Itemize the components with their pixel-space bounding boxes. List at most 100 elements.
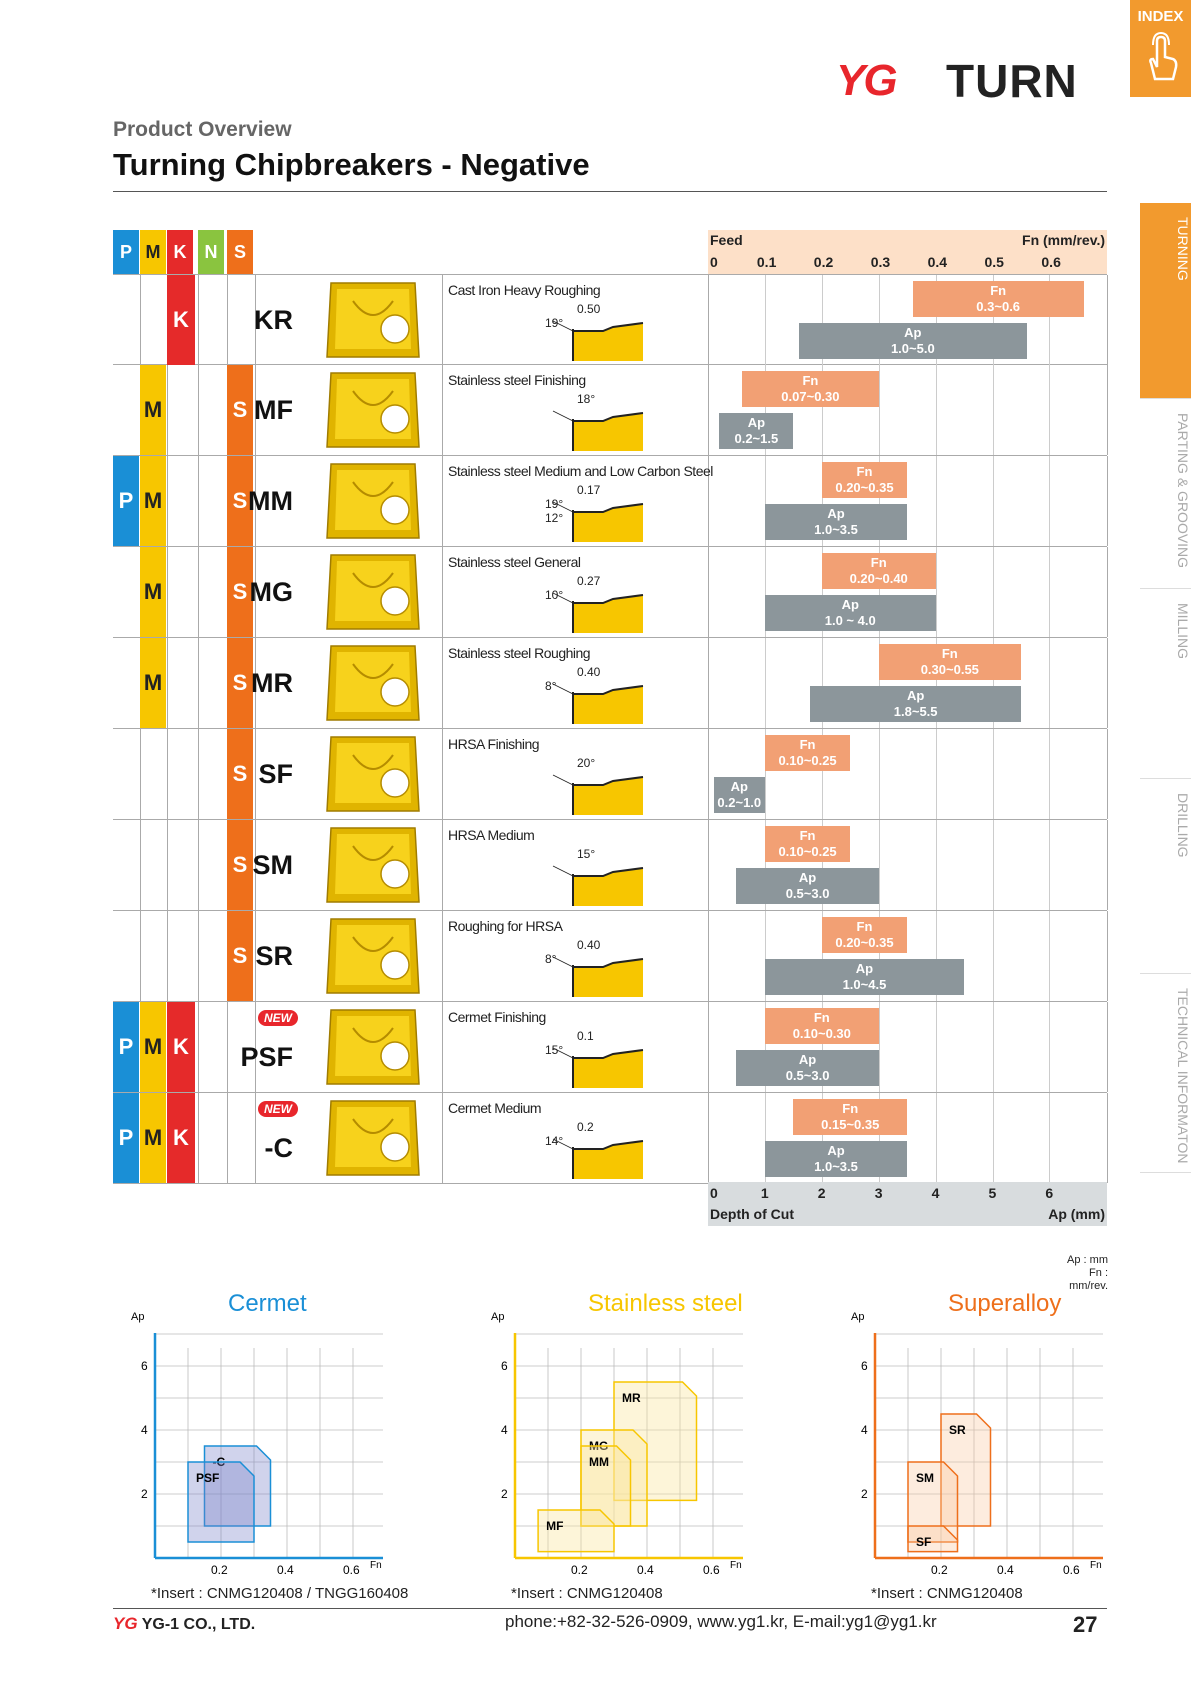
- material-cell-m: M: [140, 1093, 166, 1183]
- depth-range-bar: Ap 1.0~3.5: [764, 504, 908, 540]
- side-tab-milling[interactable]: MILLING: [1140, 588, 1191, 778]
- gridline: [1049, 1093, 1051, 1183]
- mini-chart-y-label: Ap: [491, 1311, 504, 1323]
- gridline: [764, 456, 766, 546]
- material-cell-m: M: [140, 638, 166, 728]
- column-divider: [198, 820, 199, 910]
- material-cell-p: P: [113, 1093, 139, 1183]
- chipbreaker-description: Roughing for HRSA: [448, 918, 563, 934]
- mini-chart-title: Superalloy: [948, 1290, 1062, 1317]
- mini-chart-region-label: SF: [916, 1535, 931, 1549]
- gridline: [1049, 911, 1051, 1001]
- material-cell-s: S: [227, 911, 253, 1001]
- gridline: [821, 729, 823, 819]
- row-right-border: [1107, 638, 1108, 728]
- depth-range-bar: Ap 1.0 ~ 4.0: [764, 595, 936, 631]
- mini-chart-y-tick: 2: [141, 1487, 148, 1501]
- mini-chart-region-label: PSF: [196, 1471, 219, 1485]
- mini-chart-x-label: Fn: [370, 1560, 382, 1571]
- depth-bar-label: Ap: [747, 415, 766, 430]
- gridline: [821, 911, 823, 1001]
- column-divider: [167, 547, 168, 637]
- feed-tick-label: 0: [710, 254, 718, 270]
- gridline: [764, 911, 766, 1001]
- edge-dimension-label: 0.50: [577, 302, 601, 316]
- column-divider: [140, 729, 141, 819]
- edge-dimension-label: 0.1: [577, 1029, 594, 1043]
- side-tab-turning[interactable]: TURNING: [1140, 203, 1191, 398]
- gridline: [992, 729, 994, 819]
- depth-bar-value: 0.5~3.0: [785, 1068, 830, 1083]
- side-tab-parting-grooving[interactable]: PARTING & GROOVING: [1140, 398, 1191, 588]
- edge-dimension-label: 20°: [577, 756, 595, 770]
- mini-chart-region-label: MM: [589, 1455, 609, 1469]
- depth-bar-label: Ap: [827, 506, 845, 521]
- feed-bar-value: 0.3~0.6: [976, 299, 1021, 314]
- column-divider: [708, 1002, 709, 1092]
- side-tab-drilling[interactable]: DRILLING: [1140, 778, 1191, 973]
- depth-bar-value: 1.8~5.5: [893, 704, 938, 719]
- footer-contact: phone:+82-32-526-0909, www.yg1.kr, E-mai…: [505, 1612, 937, 1631]
- material-header-p: P: [113, 230, 139, 274]
- edge-profile-drawing: 0.27 10°: [545, 574, 644, 633]
- column-divider: [227, 275, 228, 365]
- row-right-border: [1107, 911, 1108, 1001]
- chipbreaker-description: Stainless steel General: [448, 554, 581, 570]
- row-right-border: [1107, 820, 1108, 910]
- column-divider: [255, 275, 256, 365]
- column-divider: [140, 911, 141, 1001]
- gridline: [935, 638, 937, 728]
- mini-chart-x-tick: 0.4: [277, 1563, 294, 1577]
- column-divider: [708, 547, 709, 637]
- column-divider: [442, 638, 443, 728]
- chipbreaker-code: -C: [264, 1133, 294, 1163]
- column-divider: [255, 911, 256, 1001]
- feed-tick-label: 0.1: [756, 254, 777, 270]
- material-cell-m: M: [140, 365, 166, 455]
- depth-range-bar: Ap 0.2~1.0: [713, 777, 765, 813]
- insert-image: [326, 736, 420, 812]
- mini-chart-x-label: Fn: [730, 1560, 742, 1571]
- chipbreaker-code: SR: [255, 941, 293, 971]
- feed-bar-value: 0.20~0.35: [835, 480, 894, 495]
- depth-bar-label: Ap: [855, 961, 874, 976]
- edge-profile-drawing: 0.17 19°12°: [545, 483, 644, 542]
- column-divider: [708, 365, 709, 455]
- insert-image: [326, 282, 420, 358]
- mini-chart-y-tick: 4: [141, 1423, 148, 1437]
- gridline: [935, 456, 937, 546]
- column-divider: [708, 1093, 709, 1183]
- feed-range-bar: Fn 0.10~0.30: [764, 1008, 879, 1044]
- depth-tick-label: 5: [988, 1185, 997, 1201]
- depth-bar-label: Ap: [906, 688, 925, 703]
- mini-chart-y-tick: 6: [141, 1359, 148, 1373]
- gridline: [935, 1093, 937, 1183]
- side-tab-technical-information[interactable]: TECHNICAL INFORMATON: [1140, 973, 1191, 1173]
- gridline: [1049, 275, 1051, 365]
- logo-yg: YG: [836, 56, 898, 105]
- depth-tick-label: 2: [817, 1185, 826, 1201]
- material-header-m: M: [140, 230, 166, 274]
- feed-tick-label: 0.3: [870, 254, 891, 270]
- depth-range-bar: Ap 0.5~3.0: [736, 1050, 879, 1086]
- depth-range-bar: Ap 1.8~5.5: [810, 686, 1021, 722]
- column-divider: [255, 456, 256, 546]
- feed-bar-label: Fn: [813, 1010, 830, 1025]
- chipbreaker-code: KR: [254, 305, 293, 335]
- edge-profile-drawing: 0.40 8°: [545, 665, 644, 724]
- material-cell-p: P: [113, 456, 139, 546]
- material-header-s: S: [227, 230, 253, 274]
- column-divider: [198, 1002, 199, 1092]
- feed-tick-label: 0.5: [984, 254, 1004, 270]
- depth-bar-value: 0.2~1.5: [734, 431, 779, 446]
- feed-range-bar: Fn 0.07~0.30: [742, 371, 879, 407]
- index-tab[interactable]: INDEX: [1130, 0, 1191, 97]
- chipbreaker-row: S SM HRSA Medium 15° Fn 0.10~0.25 Ap 0.5~3.0: [113, 820, 1108, 911]
- depth-tick-label: 3: [874, 1185, 883, 1201]
- gridline: [764, 1002, 766, 1092]
- gridline: [764, 547, 766, 637]
- insert-image: [326, 645, 420, 721]
- depth-tick-label: 0: [710, 1185, 718, 1201]
